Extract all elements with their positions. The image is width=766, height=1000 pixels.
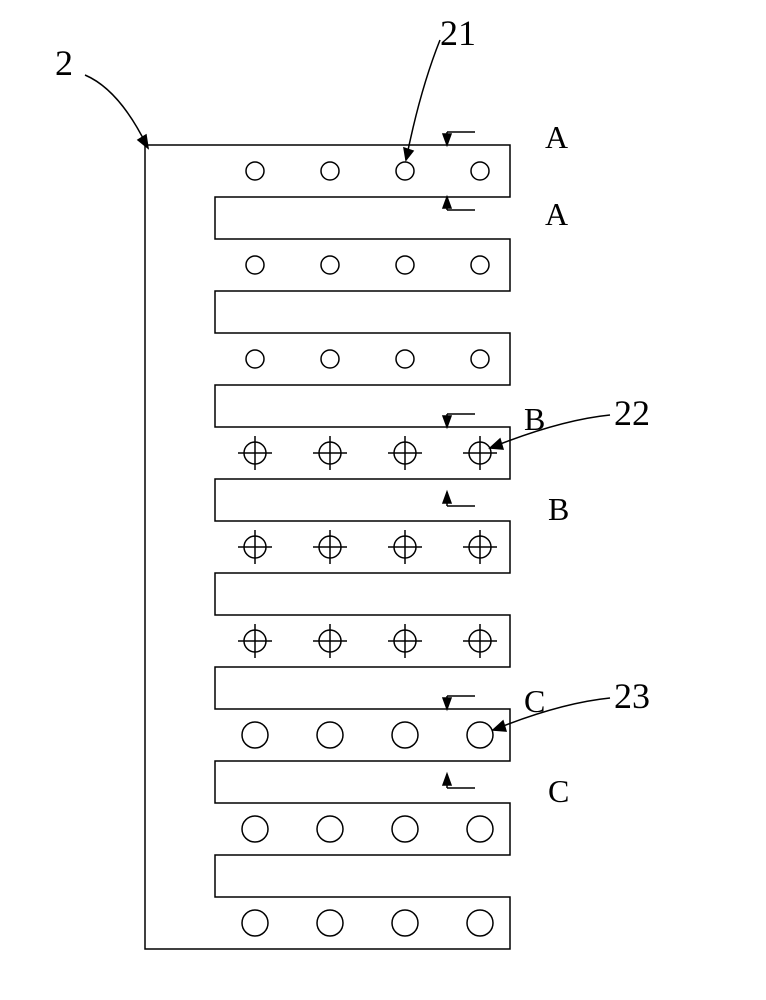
- ref-label-2: 2: [55, 43, 73, 83]
- section-mark-C-top: [443, 696, 475, 709]
- circle-row-6: [238, 624, 497, 658]
- leader-22: [490, 415, 610, 449]
- circle-row-7: [242, 722, 493, 748]
- section-label-C-top: C: [524, 683, 545, 719]
- ref-label-23: 23: [614, 676, 650, 716]
- circle-row-1: [246, 162, 489, 180]
- technical-diagram: A A B B C C 2 21: [0, 0, 766, 1000]
- circle-row-8: [242, 816, 493, 842]
- section-label-C-bottom: C: [548, 773, 569, 809]
- section-label-A-top: A: [545, 119, 568, 155]
- section-mark-A-top: [443, 132, 475, 145]
- circle-row-2: [246, 256, 489, 274]
- section-label-B-bottom: B: [548, 491, 569, 527]
- circle-row-3: [246, 350, 489, 368]
- ref-label-21: 21: [440, 13, 476, 53]
- ref-label-22: 22: [614, 393, 650, 433]
- section-mark-A-bottom: [443, 197, 475, 210]
- leader-2: [85, 75, 148, 148]
- circle-row-5: [238, 530, 497, 564]
- circle-row-4: [238, 436, 497, 470]
- section-mark-B-top: [443, 414, 475, 427]
- circle-row-9: [242, 910, 493, 936]
- section-label-A-bottom: A: [545, 196, 568, 232]
- section-mark-C-bottom: [443, 774, 475, 788]
- section-mark-B-bottom: [443, 492, 475, 506]
- leader-21: [404, 40, 440, 160]
